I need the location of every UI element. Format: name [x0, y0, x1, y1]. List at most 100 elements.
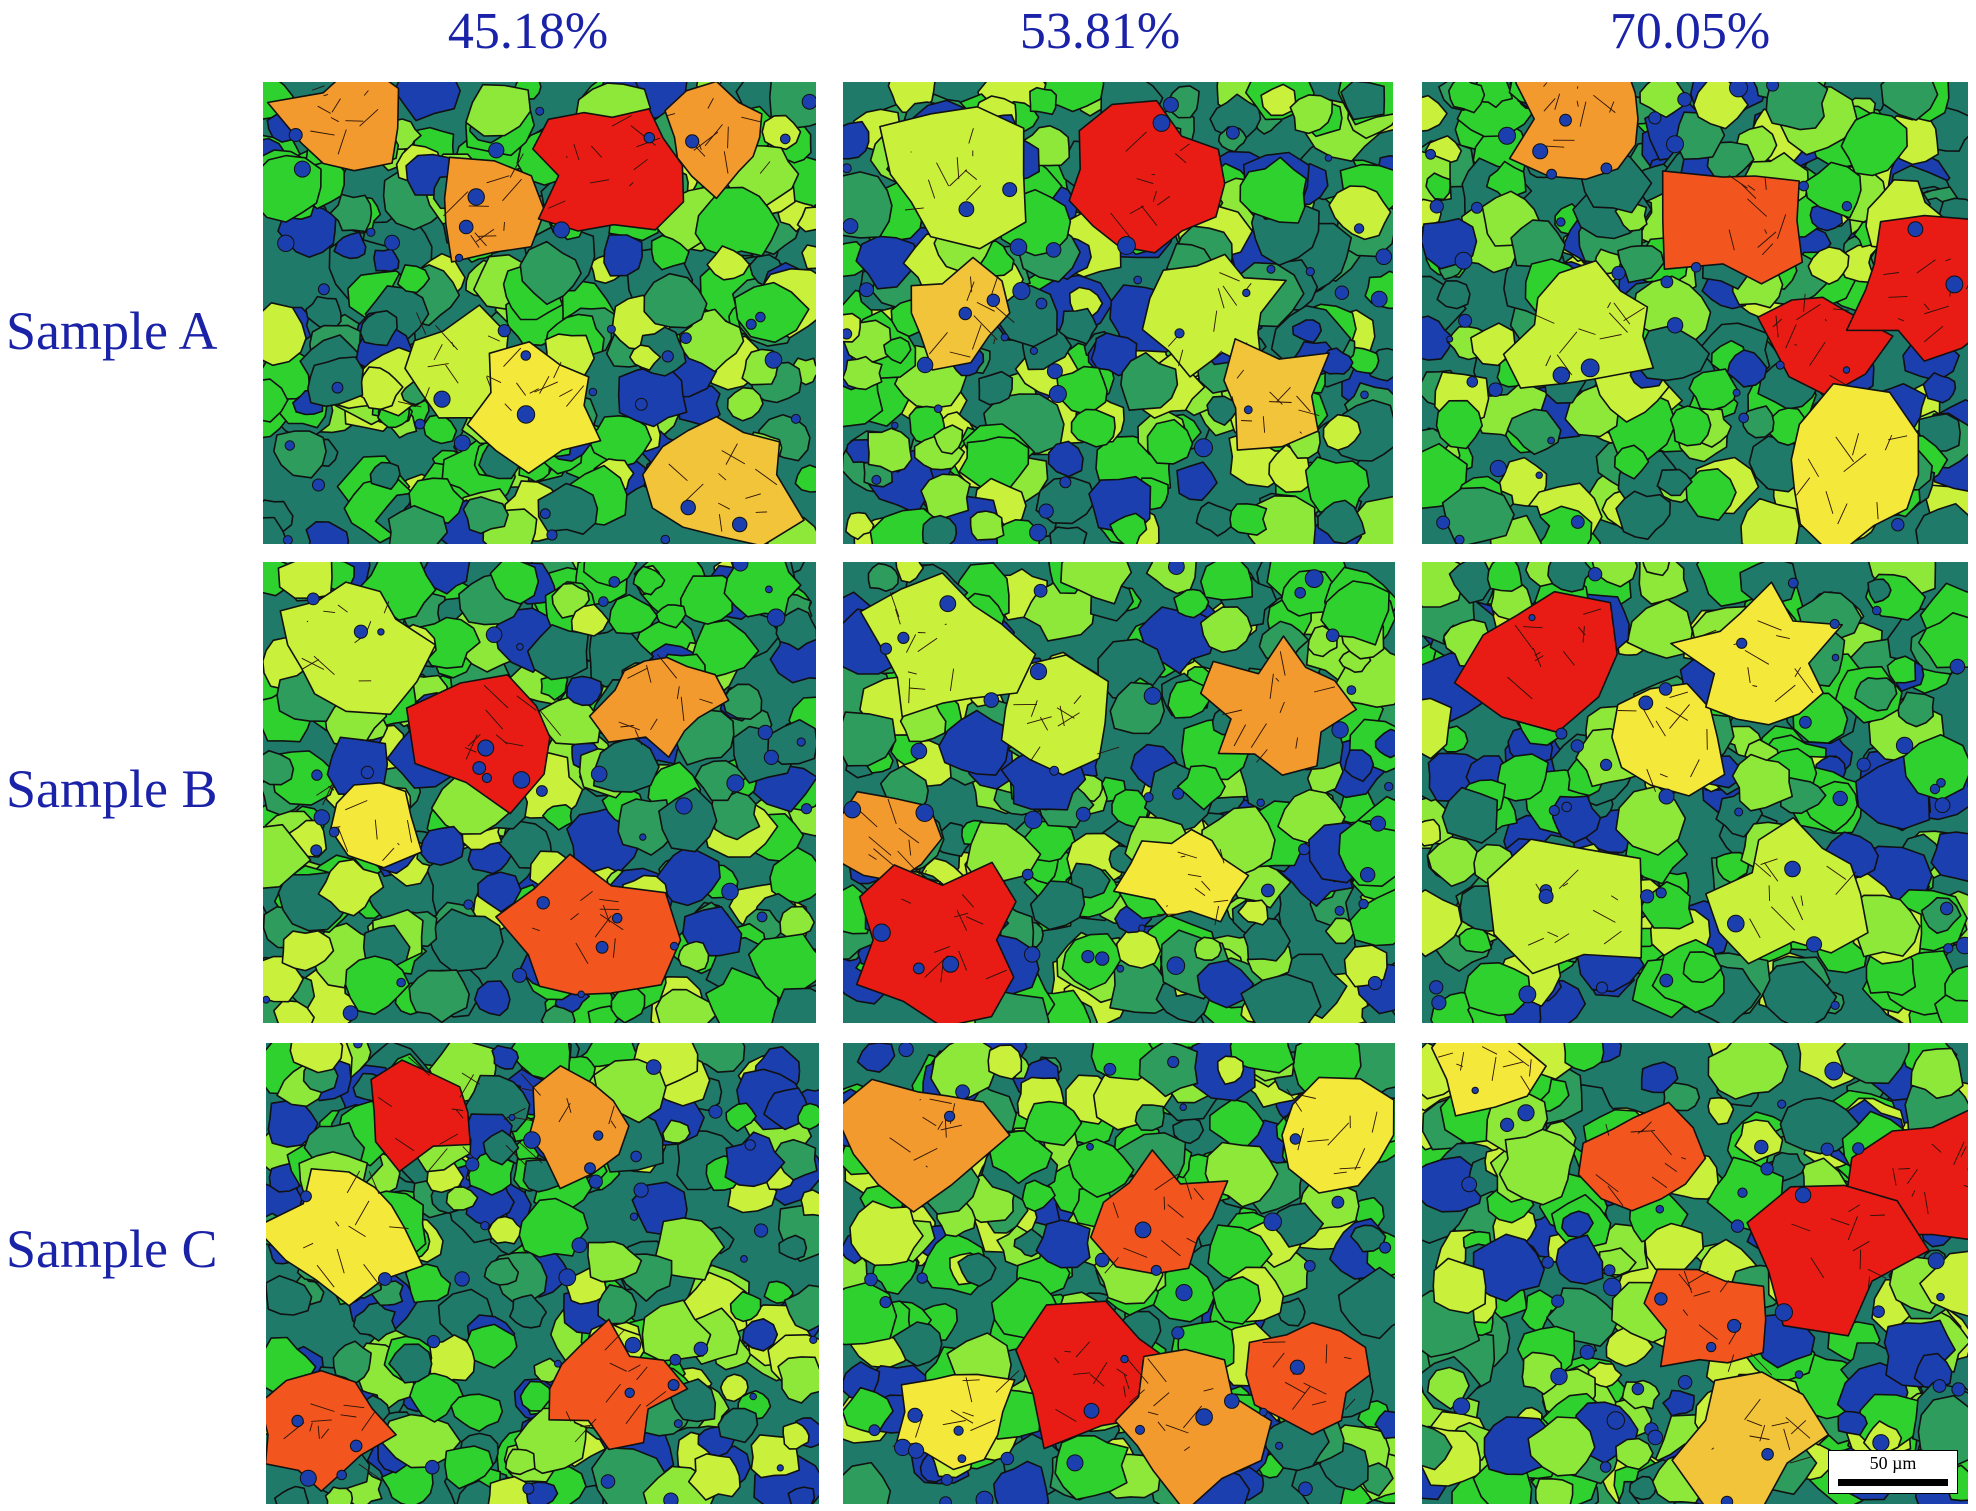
grain [1211, 1276, 1262, 1325]
subgrain-boundary [1867, 1276, 1871, 1288]
subgrain-boundary [331, 98, 341, 113]
large-grain [466, 341, 602, 475]
grain [1642, 562, 1671, 577]
subgrain-boundary [667, 113, 676, 117]
grain [867, 427, 913, 473]
subgrain-boundary [1824, 318, 1827, 322]
subgrain-boundary [1182, 1405, 1203, 1429]
subgrain-boundary [604, 1329, 625, 1351]
subgrain-boundary [1785, 1416, 1811, 1439]
subgrain-boundary [925, 1165, 928, 1168]
small-blue-grain [1046, 363, 1063, 380]
subgrain-boundary [1184, 1177, 1193, 1200]
subgrain-boundary [361, 1411, 376, 1431]
subgrain-boundary [1897, 318, 1905, 322]
subgrain-boundary [485, 709, 504, 730]
grain [537, 482, 599, 535]
subgrain-boundary [1236, 369, 1245, 379]
subgrain-boundary [580, 891, 593, 901]
small-blue-grain [1600, 758, 1613, 771]
small-blue-grain [1138, 924, 1146, 932]
small-blue-grain [667, 1379, 680, 1391]
small-blue-grain [680, 332, 692, 345]
subgrain-boundary [1438, 1052, 1454, 1058]
small-blue-grain [669, 941, 679, 951]
subgrain-boundary [1775, 315, 1779, 338]
small-blue-grain [912, 962, 925, 975]
grain [717, 1407, 759, 1444]
subgrain-boundary [312, 85, 325, 91]
subgrain-boundary [723, 151, 729, 174]
grain [777, 1356, 819, 1404]
subgrain-boundary [1847, 1215, 1859, 1241]
grain [767, 718, 816, 765]
small-blue-grain [472, 761, 487, 775]
subgrain-boundary [1744, 650, 1770, 665]
small-blue-grain [1936, 778, 1946, 788]
subgrain-boundary [1187, 873, 1202, 878]
grain [892, 1321, 943, 1367]
grain [1707, 1096, 1735, 1126]
small-blue-grain [630, 1150, 642, 1163]
subgrain-boundary [1771, 1421, 1789, 1427]
small-blue-grain [1135, 1424, 1145, 1435]
grain [456, 1479, 496, 1504]
subgrain-boundary [1749, 1435, 1770, 1440]
small-blue-grain [1166, 956, 1186, 976]
grain [1060, 562, 1133, 605]
subgrain-boundary [1532, 647, 1542, 667]
subgrain-boundary [322, 782, 334, 806]
small-blue-grain [939, 1496, 952, 1504]
subgrain-boundary [1911, 1190, 1916, 1197]
subgrain-boundary [759, 161, 771, 174]
grain [1422, 697, 1453, 760]
grain [1292, 319, 1322, 344]
subgrain-boundary [1030, 700, 1038, 717]
grain [1688, 368, 1738, 411]
grain [661, 1119, 691, 1144]
grain [1432, 1257, 1487, 1315]
subgrain-boundary [908, 678, 911, 704]
grain [1917, 1394, 1968, 1467]
grain [419, 825, 465, 866]
small-blue-grain [633, 1182, 649, 1198]
subgrain-boundary [397, 401, 422, 408]
column-label-1: 45.18% [447, 3, 609, 60]
subgrain-boundary [1774, 684, 1796, 703]
grain [1685, 468, 1737, 521]
small-blue-grain [673, 1419, 683, 1429]
grain [263, 749, 295, 786]
small-blue-grain [763, 749, 779, 765]
grain [1242, 917, 1291, 962]
subgrain-boundary [397, 842, 400, 846]
large-grain [1089, 1149, 1229, 1275]
subgrain-boundary [1201, 880, 1211, 891]
small-blue-grain [907, 1407, 923, 1423]
subgrain-boundary [934, 945, 951, 953]
grain [566, 675, 603, 707]
subgrain-boundary [1073, 695, 1082, 705]
small-blue-grain [1002, 182, 1018, 198]
small-blue-grain [1029, 662, 1048, 681]
subgrain-boundary [949, 169, 968, 187]
grain [1561, 1210, 1594, 1239]
subgrain-boundary [1794, 344, 1798, 346]
subgrain-boundary [516, 382, 527, 396]
subgrain-boundary [1888, 435, 1908, 441]
small-blue-grain [608, 576, 621, 588]
small-blue-grain [1774, 1303, 1793, 1322]
subgrain-boundary [1241, 420, 1253, 422]
subgrain-boundary [1153, 1392, 1170, 1407]
grain [1070, 408, 1116, 448]
large-grain [1068, 99, 1226, 254]
subgrain-boundary [529, 388, 539, 394]
subgrain-boundary [328, 785, 335, 791]
grain [1854, 677, 1898, 712]
scale-bar-line [1838, 1479, 1948, 1486]
grain [587, 1005, 619, 1023]
subgrain-boundary [1683, 1271, 1693, 1294]
small-blue-grain [1706, 1341, 1717, 1353]
subgrain-boundary [451, 1108, 464, 1111]
subgrain-boundary [1764, 862, 1779, 882]
grain [1422, 315, 1455, 361]
